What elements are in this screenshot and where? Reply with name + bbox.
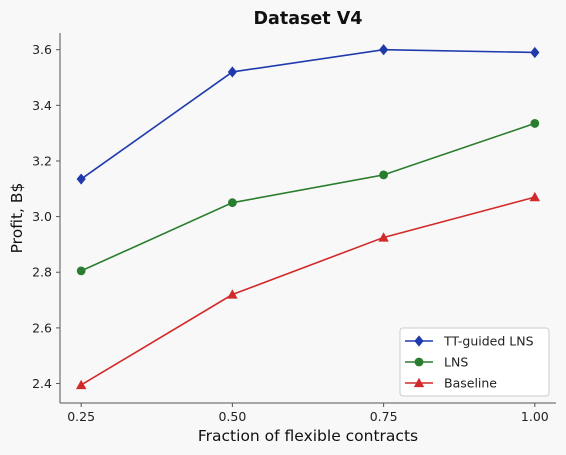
legend: TT-guided LNS LNS Baseline (399, 327, 550, 397)
data-point-tt-guided-lns (530, 46, 540, 59)
legend-marker-tt-guided-lns (414, 335, 424, 347)
data-point-baseline (75, 379, 87, 390)
x-tick-label: 0.75 (370, 409, 398, 424)
chart-title: Dataset V4 (254, 9, 363, 29)
y-tick-label: 2.4 (32, 376, 52, 391)
series-line-lns (80, 122, 536, 272)
legend-label-tt-guided-lns: TT-guided LNS (443, 334, 534, 349)
y-tick-label: 3.4 (32, 98, 52, 113)
legend-box (399, 327, 550, 397)
y-tick-label: 2.8 (32, 265, 52, 280)
legend-label-baseline: Baseline (444, 376, 497, 391)
y-tick-label: 2.6 (32, 320, 52, 335)
axes (59, 33, 556, 404)
series-line-baseline (80, 196, 536, 386)
data-point-lns (530, 119, 540, 128)
y-tick-label: 3.2 (32, 153, 52, 168)
data-point-lns (227, 198, 237, 208)
y-tick-label: 3.0 (32, 209, 52, 224)
data-point-lns (76, 266, 86, 276)
data-point-tt-guided-lns (379, 44, 389, 56)
y-axis-label: Profit, B$ (8, 183, 26, 254)
x-axis-label: Fraction of flexible contracts (198, 427, 418, 445)
data-point-baseline (227, 289, 238, 299)
x-tick-label: 0.50 (218, 409, 246, 424)
ticks: 0.25 0.50 0.75 1.00 2.4 2.6 2.8 3.0 3.2 3.4 3.6 (32, 42, 549, 424)
data-point-lns (379, 170, 389, 180)
data-point-tt-guided-lns (76, 173, 86, 185)
x-tick-label: 0.25 (67, 409, 95, 424)
legend-label-lns: LNS (444, 355, 468, 370)
legend-marker-lns (414, 357, 424, 367)
series-line-tt-guided-lns (80, 48, 535, 180)
x-tick-label: 1.00 (521, 409, 549, 424)
data-point-tt-guided-lns (227, 66, 237, 78)
y-tick-label: 3.6 (32, 42, 52, 57)
legend-marker-baseline (413, 377, 425, 388)
data-point-baseline (378, 232, 389, 242)
data-point-baseline (529, 191, 541, 202)
series-layer (75, 44, 541, 390)
